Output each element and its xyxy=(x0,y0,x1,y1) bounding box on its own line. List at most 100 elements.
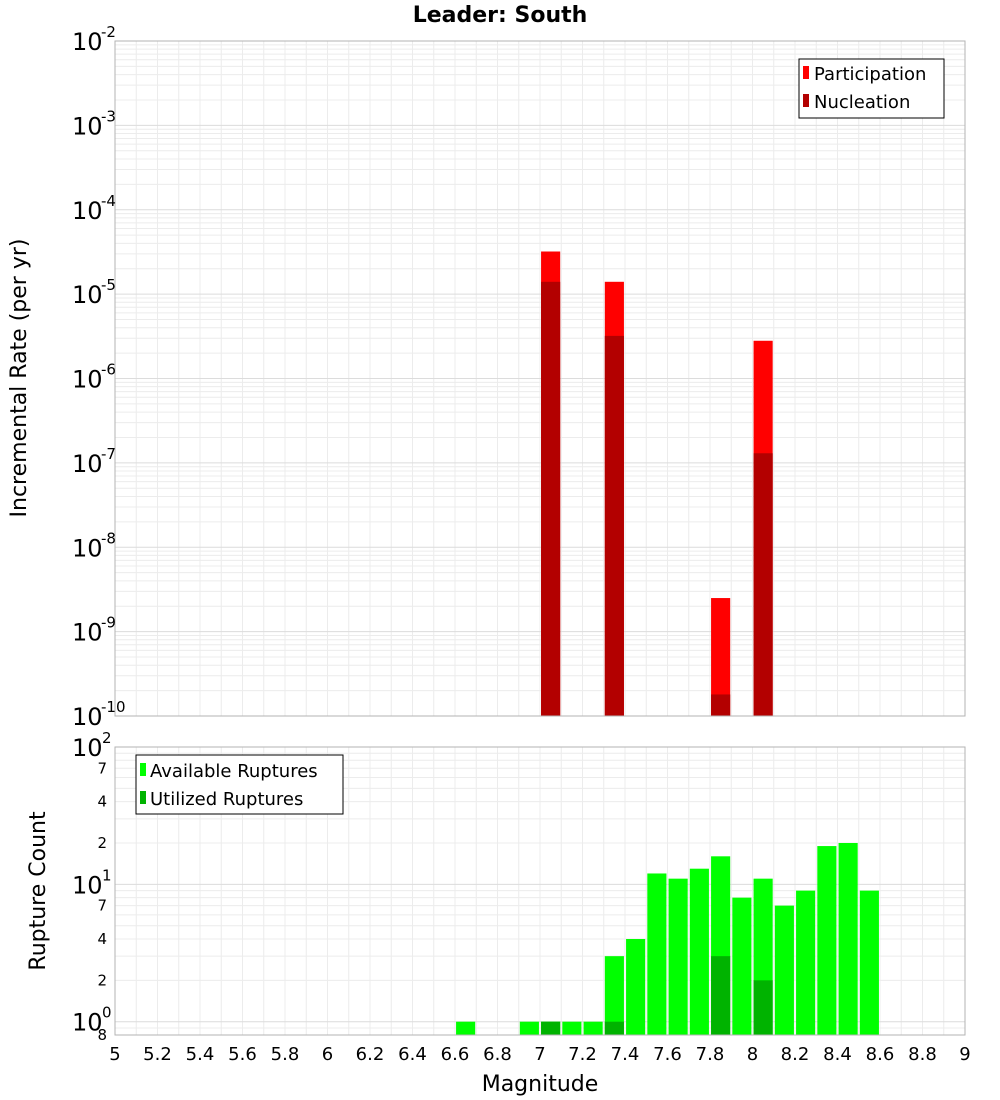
x-tick-label: 8.6 xyxy=(866,1044,895,1065)
bar-available-ruptures xyxy=(604,956,624,1035)
bar-participation xyxy=(711,598,731,716)
y-tick-exponent: -2 xyxy=(101,23,116,41)
x-tick-label: 9 xyxy=(959,1044,970,1065)
bar-available-ruptures xyxy=(456,1021,476,1035)
y-tick-label: 10 1 xyxy=(72,866,112,899)
legend-label-participation: Participation xyxy=(814,64,926,85)
x-tick-label: 7.4 xyxy=(611,1044,640,1065)
x-axis-ticks: 5 5.2 5.4 5.6 5.8 6 6.2 6.4 6.6 6.8 7 7.2 7.4 7.6 7.8 8… xyxy=(109,1044,970,1065)
top-grid xyxy=(115,41,965,716)
chart-title: Leader: South xyxy=(413,3,588,28)
x-tick-label: 6.8 xyxy=(483,1044,512,1065)
y-tick-exponent: 2 xyxy=(102,729,112,747)
y-minor-tick-label: 7 xyxy=(97,897,107,915)
legend-label-utilized-ruptures: Utilized Ruptures xyxy=(150,789,303,810)
x-tick-label: 7.2 xyxy=(568,1044,597,1065)
bar-utilized-ruptures xyxy=(753,980,773,1035)
y-tick-label: 10-7 xyxy=(72,445,116,478)
y-tick-base: 10 xyxy=(72,1009,103,1037)
x-tick-label: 8.8 xyxy=(908,1044,937,1065)
bar-available-ruptures xyxy=(668,878,688,1035)
top-bars xyxy=(541,251,773,716)
bar-available-ruptures xyxy=(774,905,794,1035)
y-tick-base: 10 xyxy=(72,703,103,731)
y-tick-base: 10 xyxy=(72,197,103,225)
y-tick-exponent: -4 xyxy=(101,192,116,210)
legend-label-available-ruptures: Available Ruptures xyxy=(150,761,318,782)
y-minor-tick-label: 7 xyxy=(97,759,107,777)
y-tick-label: 10-4 xyxy=(72,192,116,225)
legend-swatch-participation xyxy=(803,66,809,79)
y-tick-base: 10 xyxy=(72,619,103,647)
y-tick-label: 10-5 xyxy=(72,276,116,309)
bar-nucleation xyxy=(711,694,731,716)
x-tick-label: 7 xyxy=(534,1044,545,1065)
top-legend: Participation Nucleation xyxy=(798,58,945,119)
bar-utilized-ruptures xyxy=(541,1021,561,1035)
y-tick-exponent: -6 xyxy=(101,361,116,379)
x-tick-label: 5 xyxy=(109,1044,120,1065)
legend-label-nucleation: Nucleation xyxy=(814,92,910,113)
y-tick-exponent: -5 xyxy=(101,276,116,294)
bar-available-ruptures xyxy=(796,890,816,1035)
x-tick-label: 5.6 xyxy=(228,1044,257,1065)
bar-available-ruptures xyxy=(859,890,879,1035)
legend-swatch-utilized-ruptures xyxy=(140,791,146,804)
y-tick-exponent: -8 xyxy=(101,529,116,547)
legend-swatch-available-ruptures xyxy=(140,763,146,776)
y-tick-label: 10-9 xyxy=(72,614,116,647)
y-minor-tick-label: 4 xyxy=(97,793,107,811)
y-tick-base: 10 xyxy=(72,734,103,762)
y-tick-base: 10 xyxy=(72,450,103,478)
y-minor-tick-label: 8 xyxy=(97,1026,107,1044)
x-tick-label: 7.8 xyxy=(696,1044,725,1065)
y-minor-tick-label: 2 xyxy=(97,971,107,989)
y-tick-label: 10 0 xyxy=(72,1004,112,1037)
bottom-y-axis-label: Rupture Count xyxy=(26,811,51,971)
x-tick-label: 8.2 xyxy=(781,1044,810,1065)
bottom-bars xyxy=(456,843,879,1035)
bar-available-ruptures xyxy=(626,939,646,1035)
y-tick-label: 10-6 xyxy=(72,361,116,394)
x-tick-label: 6.2 xyxy=(356,1044,385,1065)
x-tick-label: 5.2 xyxy=(143,1044,172,1065)
x-tick-label: 6 xyxy=(322,1044,333,1065)
bar-available-ruptures xyxy=(689,868,709,1035)
x-tick-label: 7.6 xyxy=(653,1044,682,1065)
y-minor-tick-label: 4 xyxy=(97,930,107,948)
y-tick-base: 10 xyxy=(72,534,103,562)
bar-utilized-ruptures xyxy=(604,1021,624,1035)
x-tick-label: 6.4 xyxy=(398,1044,427,1065)
bottom-plot-border xyxy=(114,746,966,1036)
x-tick-label: 8.4 xyxy=(823,1044,852,1065)
y-tick-exponent: -3 xyxy=(101,107,116,125)
bar-nucleation xyxy=(604,335,624,716)
y-tick-label: 10-3 xyxy=(72,107,116,140)
bar-nucleation xyxy=(541,281,561,716)
y-tick-label: 10-8 xyxy=(72,529,116,562)
y-minor-tick-label: 2 xyxy=(97,834,107,852)
bar-nucleation xyxy=(753,453,773,716)
x-tick-label: 6.6 xyxy=(441,1044,470,1065)
legend-swatch-nucleation xyxy=(803,94,809,107)
bar-available-ruptures xyxy=(519,1021,539,1035)
top-plot-border xyxy=(114,40,966,717)
y-tick-base: 10 xyxy=(72,366,103,394)
bottom-legend-box xyxy=(135,754,344,815)
y-tick-exponent: -9 xyxy=(101,614,116,632)
y-tick-base: 10 xyxy=(72,112,103,140)
y-tick-exponent: -7 xyxy=(101,445,116,463)
y-tick-label: 10-2 xyxy=(72,23,116,56)
x-axis-label: Magnitude xyxy=(482,1072,599,1097)
y-tick-exponent: -10 xyxy=(101,698,126,716)
bar-available-ruptures xyxy=(647,873,667,1035)
x-tick-label: 5.4 xyxy=(186,1044,215,1065)
y-tick-base: 10 xyxy=(72,281,103,309)
bar-available-ruptures xyxy=(817,846,837,1035)
top-legend-box xyxy=(798,58,945,119)
bottom-legend: Available Ruptures Utilized Ruptures xyxy=(135,754,344,815)
x-tick-label: 5.8 xyxy=(271,1044,300,1065)
y-tick-base: 10 xyxy=(72,28,103,56)
